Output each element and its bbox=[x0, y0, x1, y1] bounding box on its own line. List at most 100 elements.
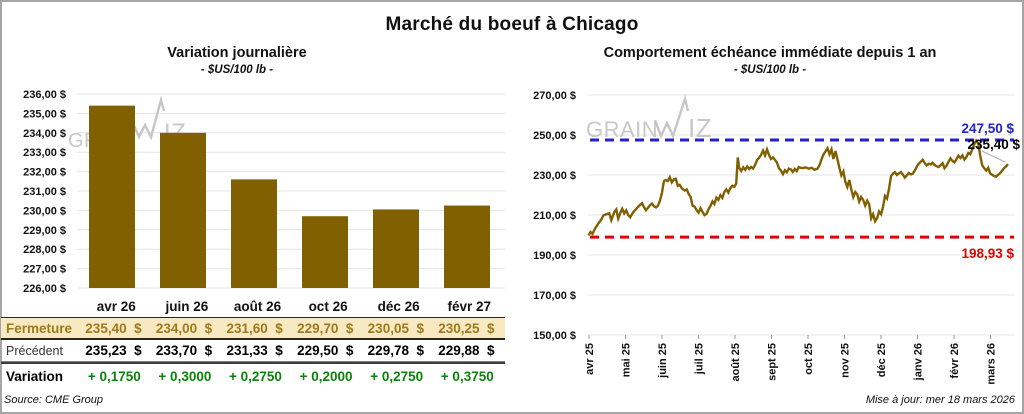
y-tick-label: 227,00 $ bbox=[23, 264, 66, 276]
table-variation-value: + 0,3750 bbox=[440, 368, 494, 384]
x-tick-label: avr 25 bbox=[584, 343, 596, 375]
y-tick-label: 231,00 $ bbox=[23, 186, 66, 198]
currency-symbol: $ bbox=[134, 343, 142, 358]
x-tick-label: juin 25 bbox=[657, 343, 669, 379]
y-tick-label: 150,00 $ bbox=[533, 330, 576, 342]
table-thick-separator bbox=[1, 361, 505, 364]
watermark-text: GRAIN bbox=[586, 117, 658, 142]
table-month-header: oct 26 bbox=[308, 299, 348, 314]
y-tick-label: 233,00 $ bbox=[23, 147, 66, 159]
currency-symbol: $ bbox=[345, 343, 354, 358]
last-point-label: 235,40 $ bbox=[967, 137, 1020, 152]
table-month-header: août 26 bbox=[233, 299, 282, 314]
currency-symbol: $ bbox=[204, 343, 213, 358]
currency-symbol: $ bbox=[487, 320, 495, 336]
bar bbox=[89, 105, 135, 288]
source-note: Source: CME Group bbox=[4, 394, 104, 406]
table-month-header: déc 26 bbox=[377, 299, 420, 314]
y-tick-label: 229,00 $ bbox=[23, 225, 66, 237]
table-value: 229,70 bbox=[297, 320, 339, 336]
table-row-label: Variation bbox=[6, 368, 64, 384]
line-chart: 270,00 $ 250,00 $ 230,00 $ 210,00 $ 190,00 $… bbox=[533, 90, 1020, 385]
watermark-zigzag bbox=[131, 95, 166, 141]
y-tick-label: 230,00 $ bbox=[23, 205, 66, 217]
bar bbox=[231, 179, 277, 288]
table-value-cell: 234,00 $ bbox=[151, 317, 223, 340]
x-tick-label: mai 25 bbox=[621, 343, 633, 377]
watermark: GRAIN IZ bbox=[586, 94, 712, 143]
y-tick-label: 170,00 $ bbox=[533, 290, 576, 302]
table-value-cell: 230,25 $ bbox=[433, 317, 505, 340]
table-value: 229,50 bbox=[297, 343, 339, 358]
bar-chart: 236,00 $ 235,00 $ 234,00 $ 233,00 $ 232,00 $… bbox=[23, 89, 505, 295]
y-tick-label: 250,00 $ bbox=[533, 130, 576, 142]
y-tick-label: 190,00 $ bbox=[533, 250, 576, 262]
table-value: 229,88 bbox=[438, 343, 480, 358]
bar bbox=[302, 216, 348, 288]
table-corner-cell bbox=[1, 296, 81, 317]
table-value: 230,25 bbox=[438, 320, 480, 336]
currency-symbol: $ bbox=[134, 320, 142, 336]
currency-symbol: $ bbox=[345, 320, 354, 336]
table-row-label: Fermeture bbox=[1, 317, 81, 340]
currency-symbol: $ bbox=[204, 320, 213, 336]
y-tick-label: 234,00 $ bbox=[23, 128, 66, 140]
table-value: 233,70 bbox=[155, 343, 198, 358]
table-value-cell: 229,78 $ bbox=[363, 340, 434, 361]
table-value-cell: 229,88 $ bbox=[434, 340, 505, 361]
table-variation-value: + 0,1750 bbox=[87, 368, 141, 384]
reference-line-label: 247,50 $ bbox=[961, 121, 1014, 136]
bar bbox=[373, 209, 419, 288]
x-tick-label: févr 26 bbox=[949, 343, 961, 378]
updated-note: Mise à jour: mer 18 mars 2026 bbox=[865, 394, 1015, 406]
table-value-cell: 233,70 $ bbox=[152, 340, 223, 361]
table-value: 229,78 bbox=[367, 343, 409, 358]
x-tick-label: janv 26 bbox=[913, 343, 925, 381]
x-tick-label: mars 26 bbox=[986, 343, 998, 385]
table-variation-value: + 0,2750 bbox=[370, 368, 424, 384]
y-tick-label: 235,00 $ bbox=[23, 108, 66, 120]
table-value-cell: 231,60 $ bbox=[222, 317, 293, 340]
y-tick-label: 226,00 $ bbox=[23, 283, 66, 295]
currency-symbol: $ bbox=[416, 343, 424, 358]
table-month-header: juin 26 bbox=[165, 299, 209, 314]
x-tick-label: juil 25 bbox=[694, 343, 706, 375]
leader-line bbox=[981, 150, 1006, 163]
table-value-cell: 229,50 $ bbox=[293, 340, 364, 361]
y-tick-label: 232,00 $ bbox=[23, 167, 66, 179]
x-tick-label: sept 25 bbox=[767, 343, 779, 381]
table-value: 231,60 bbox=[226, 320, 268, 336]
line-chart-subtitle: - $US/100 lb - bbox=[733, 64, 807, 76]
table-value: 235,40 bbox=[85, 320, 127, 336]
price-table: avr 26 juin 26 août 26 oct 26 déc 26 févr 27 F… bbox=[1, 296, 505, 387]
table-value: 230,05 bbox=[367, 320, 409, 336]
currency-symbol: $ bbox=[275, 343, 283, 358]
y-tick-label: 228,00 $ bbox=[23, 244, 66, 256]
watermark-text: IZ bbox=[688, 113, 712, 143]
page-title: Marché du boeuf à Chicago bbox=[385, 14, 639, 35]
table-value: 231,33 bbox=[226, 343, 268, 358]
table-month-header: févr 27 bbox=[447, 299, 492, 314]
table-variation-value: + 0,2000 bbox=[299, 368, 353, 384]
y-tick-label: 210,00 $ bbox=[533, 210, 576, 222]
table-value-cell: 229,70 $ bbox=[292, 317, 364, 340]
price-line bbox=[587, 138, 1009, 237]
bar-chart-subtitle: - $US/100 lb - bbox=[200, 64, 274, 76]
watermark-zigzag bbox=[653, 94, 690, 140]
table-value: 234,00 bbox=[155, 320, 198, 336]
reference-line-label: 198,93 $ bbox=[961, 246, 1014, 261]
line-chart-title: Comportement échéance immédiate depuis 1… bbox=[603, 45, 937, 61]
currency-symbol: $ bbox=[416, 320, 424, 336]
table-variation-value: + 0,2750 bbox=[229, 368, 282, 384]
y-tick-label: 236,00 $ bbox=[23, 89, 66, 101]
table-value: 235,23 bbox=[85, 343, 127, 358]
currency-symbol: $ bbox=[275, 320, 283, 336]
x-tick-label: déc 25 bbox=[876, 343, 888, 377]
x-tick-label: oct 25 bbox=[803, 343, 815, 375]
bar bbox=[444, 205, 490, 288]
table-value-cell: 235,40 $ bbox=[81, 317, 152, 340]
y-tick-label: 270,00 $ bbox=[533, 90, 576, 102]
bar bbox=[160, 132, 206, 288]
table-value-cell: 231,33 $ bbox=[222, 340, 293, 361]
y-tick-label: 230,00 $ bbox=[533, 170, 576, 182]
